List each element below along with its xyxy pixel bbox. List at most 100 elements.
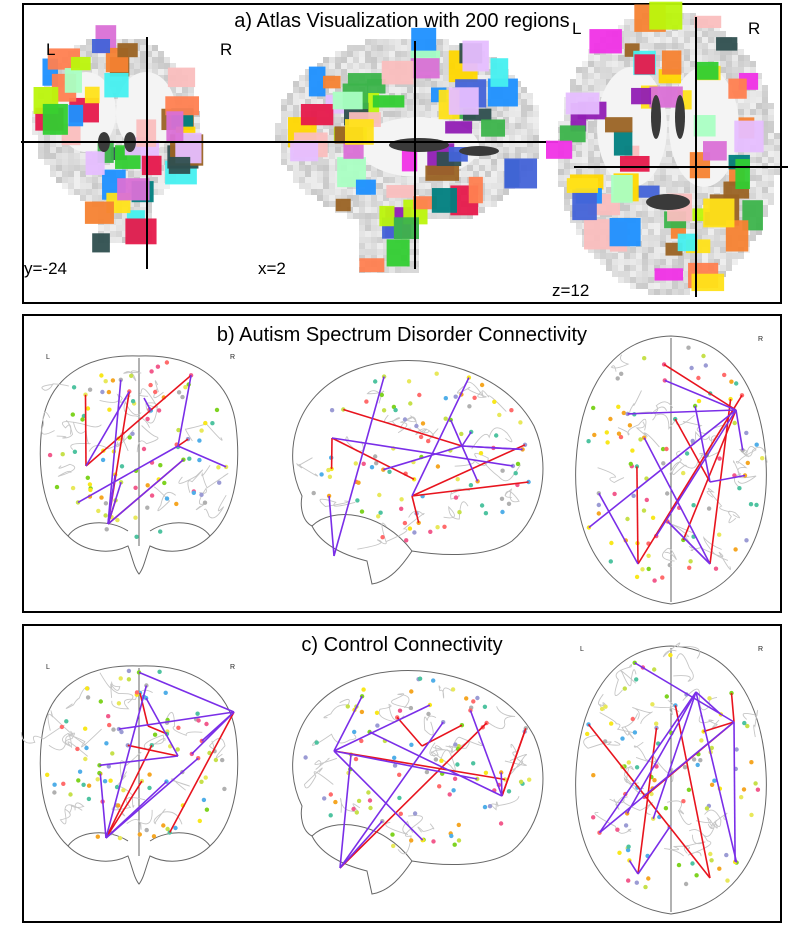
tissue-voxel bbox=[92, 195, 98, 201]
tissue-voxel bbox=[323, 63, 329, 69]
tissue-voxel bbox=[594, 247, 600, 253]
tissue-voxel bbox=[68, 153, 74, 159]
region-node bbox=[407, 526, 413, 531]
tissue-voxel bbox=[768, 145, 774, 151]
tissue-voxel bbox=[68, 159, 74, 165]
glass-brain-axial bbox=[575, 335, 768, 605]
tissue-voxel bbox=[708, 55, 714, 61]
tissue-voxel bbox=[684, 37, 690, 43]
region-node bbox=[95, 834, 101, 839]
region-node bbox=[104, 527, 109, 532]
tissue-voxel bbox=[38, 153, 44, 159]
tissue-voxel bbox=[684, 43, 690, 49]
tissue-voxel bbox=[317, 195, 323, 201]
tissue-voxel bbox=[696, 37, 702, 43]
region-node bbox=[86, 783, 92, 788]
tissue-voxel bbox=[287, 105, 293, 111]
tissue-voxel bbox=[425, 111, 431, 117]
tissue-voxel bbox=[485, 69, 491, 75]
tissue-voxel bbox=[359, 51, 365, 57]
tissue-voxel bbox=[62, 171, 68, 177]
tissue-voxel bbox=[594, 169, 600, 175]
axial-left-label: L bbox=[580, 646, 584, 653]
region-node bbox=[145, 483, 150, 488]
tissue-voxel bbox=[744, 91, 750, 97]
tissue-voxel bbox=[170, 87, 176, 93]
tissue-voxel bbox=[335, 147, 341, 153]
tissue-voxel bbox=[678, 31, 684, 37]
tissue-voxel bbox=[164, 183, 170, 189]
tissue-voxel bbox=[696, 229, 702, 235]
connectivity-edge bbox=[339, 722, 488, 869]
tissue-voxel bbox=[281, 123, 287, 129]
tissue-voxel bbox=[86, 39, 92, 45]
region-node bbox=[404, 538, 409, 543]
tissue-voxel bbox=[654, 241, 660, 247]
tissue-voxel bbox=[594, 157, 600, 163]
region-node bbox=[130, 399, 136, 404]
region-node bbox=[701, 353, 706, 359]
region-node bbox=[499, 496, 505, 501]
region-node bbox=[608, 559, 613, 564]
tissue-voxel bbox=[726, 73, 732, 79]
tissue-voxel bbox=[582, 67, 588, 73]
sulcus-line bbox=[632, 706, 653, 724]
tissue-voxel bbox=[443, 45, 449, 51]
tissue-voxel bbox=[92, 183, 98, 189]
region-node bbox=[361, 687, 366, 692]
tissue-voxel bbox=[642, 283, 648, 289]
tissue-voxel bbox=[497, 165, 503, 171]
tissue-voxel bbox=[497, 189, 503, 195]
tissue-voxel bbox=[479, 75, 485, 81]
tissue-voxel bbox=[365, 195, 371, 201]
tissue-voxel bbox=[419, 189, 425, 195]
tissue-voxel bbox=[660, 31, 666, 37]
sulcus-line bbox=[438, 685, 453, 699]
atlas-parcel bbox=[566, 178, 598, 193]
sulcus-line bbox=[471, 427, 513, 450]
tissue-voxel bbox=[762, 205, 768, 211]
tissue-voxel bbox=[762, 181, 768, 187]
tissue-voxel bbox=[503, 153, 509, 159]
sulcus-line bbox=[47, 710, 74, 736]
tissue-voxel bbox=[323, 195, 329, 201]
tissue-voxel bbox=[365, 213, 371, 219]
region-node bbox=[326, 493, 332, 499]
tissue-voxel bbox=[702, 193, 708, 199]
tissue-voxel bbox=[383, 183, 389, 189]
tissue-voxel bbox=[323, 57, 329, 63]
tissue-voxel bbox=[485, 165, 491, 171]
panel-title: c) Control Connectivity bbox=[301, 634, 503, 656]
connectivity-edge bbox=[99, 755, 179, 767]
tissue-voxel bbox=[654, 67, 660, 73]
tissue-voxel bbox=[305, 165, 311, 171]
tissue-voxel bbox=[194, 117, 200, 123]
region-node bbox=[100, 457, 106, 463]
tissue-voxel bbox=[768, 127, 774, 133]
connectivity-edge bbox=[588, 409, 737, 529]
atlas-parcel bbox=[504, 158, 538, 189]
tissue-voxel bbox=[624, 211, 630, 217]
region-node bbox=[151, 834, 157, 839]
tissue-voxel bbox=[732, 55, 738, 61]
region-node bbox=[148, 382, 153, 388]
tissue-voxel bbox=[648, 43, 654, 49]
tissue-voxel bbox=[636, 205, 642, 211]
region-node bbox=[623, 823, 629, 828]
region-node bbox=[605, 440, 610, 445]
region-node bbox=[174, 501, 179, 507]
tissue-voxel bbox=[515, 135, 521, 141]
tissue-voxel bbox=[98, 195, 104, 201]
sulcus-line bbox=[170, 778, 190, 791]
tissue-voxel bbox=[503, 135, 509, 141]
tissue-voxel bbox=[630, 55, 636, 61]
tissue-voxel bbox=[485, 177, 491, 183]
tissue-voxel bbox=[527, 117, 533, 123]
right-hemisphere-label: R bbox=[748, 19, 761, 38]
region-node bbox=[392, 763, 398, 768]
tissue-voxel bbox=[666, 115, 672, 121]
tissue-voxel bbox=[509, 117, 515, 123]
region-node bbox=[625, 847, 631, 853]
tissue-voxel bbox=[371, 171, 377, 177]
region-node bbox=[709, 745, 714, 751]
